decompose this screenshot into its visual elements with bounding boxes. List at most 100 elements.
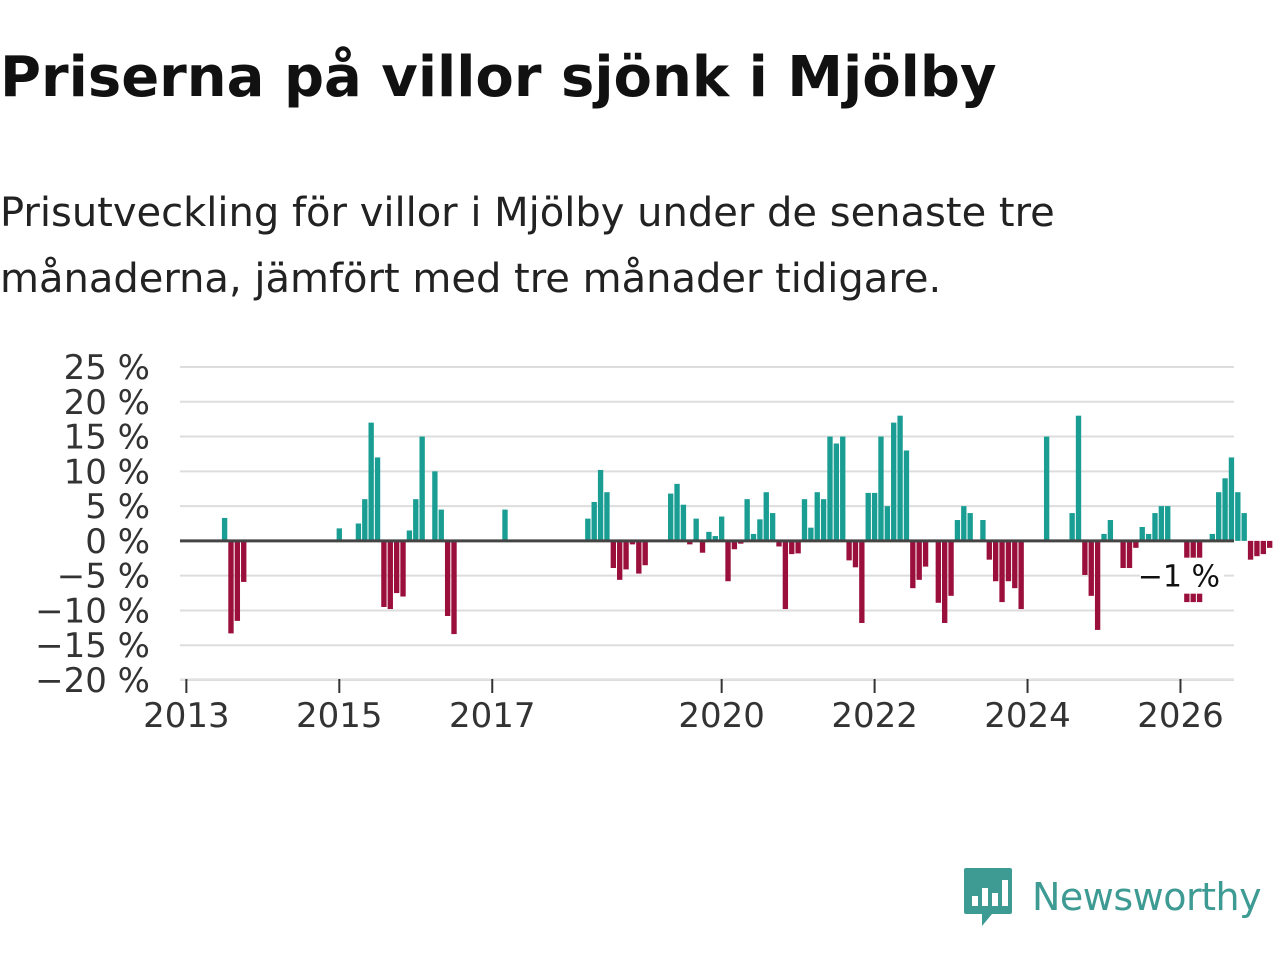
bar [336, 528, 342, 541]
bar [852, 540, 859, 568]
bar [221, 517, 228, 541]
bar [668, 493, 674, 541]
bar [833, 443, 840, 541]
y-tick-label: 5 % [85, 487, 150, 527]
bar [725, 540, 731, 582]
bar [1235, 492, 1241, 541]
bar [451, 540, 457, 635]
y-tick-label: 15 % [64, 418, 150, 458]
bar [763, 492, 769, 541]
x-tick-label: 2015 [296, 696, 383, 736]
x-axis: 2013 2015 2017 2020 2022 2024 2026 [143, 678, 1234, 736]
bar [502, 509, 508, 541]
bar [629, 540, 636, 545]
bar [744, 499, 750, 541]
bar [840, 436, 846, 541]
bar [718, 516, 725, 541]
bar [961, 506, 967, 541]
y-tick-label: −10 % [35, 591, 150, 631]
x-tick-label: 2024 [984, 696, 1071, 736]
bar [585, 518, 591, 541]
bar [757, 519, 763, 541]
bar [636, 540, 642, 574]
bar [1139, 526, 1145, 541]
bar [1094, 540, 1101, 630]
bar [1209, 533, 1216, 541]
bar [1260, 540, 1266, 555]
bar [846, 540, 852, 561]
bar [992, 540, 999, 582]
bar [795, 540, 801, 554]
bar [355, 523, 362, 541]
bar [1254, 540, 1260, 557]
bar [623, 540, 629, 570]
bar [610, 540, 616, 569]
bar [910, 540, 916, 589]
y-tick-label: −20 % [35, 661, 150, 701]
bar [903, 450, 910, 541]
bar [808, 527, 814, 541]
x-tick-label: 2022 [831, 696, 918, 736]
bar [967, 513, 973, 541]
bar [1247, 540, 1254, 560]
newsworthy-logo[interactable]: Newsworthy [962, 862, 1280, 932]
bar [1069, 513, 1075, 541]
bar [897, 415, 903, 541]
bar [942, 540, 948, 623]
bar [859, 540, 865, 623]
bar [642, 540, 648, 566]
chart-title: Priserna på villor sjönk i Mjölby [0, 45, 997, 110]
bar [954, 520, 961, 541]
bar [362, 499, 368, 541]
bar [820, 499, 827, 541]
bar [1165, 506, 1171, 541]
bar [1088, 540, 1094, 596]
bar [693, 518, 699, 541]
bar [1216, 492, 1222, 541]
bar [393, 540, 400, 594]
bar [1043, 436, 1050, 541]
bar [916, 540, 922, 580]
bar [419, 436, 425, 541]
bar [1133, 540, 1139, 548]
x-tick-label: 2017 [449, 696, 536, 736]
y-axis-ticks: 25 %20 %15 %10 %5 %0 %−5 %−10 %−15 %−20 … [35, 348, 150, 701]
bar [400, 540, 406, 597]
chart-subtitle: Prisutveckling för villor i Mjölby under… [0, 190, 1055, 302]
bar-chart: 25 %20 %15 %10 %5 %0 %−5 %−10 %−15 %−20 … [35, 348, 1273, 736]
bar [750, 533, 757, 541]
y-tick-label: −5 % [57, 557, 150, 597]
bar [228, 540, 234, 634]
bar [935, 540, 941, 603]
bar [865, 492, 871, 541]
bar [1267, 540, 1273, 548]
annotations: −1 % [1138, 557, 1224, 595]
bar [387, 540, 393, 610]
bar [687, 540, 693, 545]
bar [1158, 506, 1165, 541]
bar [597, 469, 604, 541]
y-tick-label: 0 % [85, 522, 150, 562]
bar [1241, 513, 1247, 541]
bar [406, 530, 413, 541]
last-value-label: −1 % [1138, 560, 1220, 595]
bar [871, 492, 878, 541]
bar [680, 504, 687, 541]
bar [1107, 520, 1114, 541]
bar [432, 471, 438, 541]
bar [948, 540, 954, 596]
bar [980, 520, 986, 541]
bar [368, 422, 374, 541]
x-tick-label: 2026 [1137, 696, 1224, 736]
bar [769, 513, 776, 541]
bar [1075, 415, 1082, 541]
bar [712, 536, 718, 541]
bar [999, 540, 1005, 603]
chart-bubble-icon [964, 868, 1012, 926]
bar [381, 540, 387, 607]
y-tick-label: −15 % [35, 626, 150, 666]
bar [1012, 540, 1018, 589]
bar [1018, 540, 1024, 610]
bar [413, 499, 419, 541]
bar [617, 540, 623, 580]
